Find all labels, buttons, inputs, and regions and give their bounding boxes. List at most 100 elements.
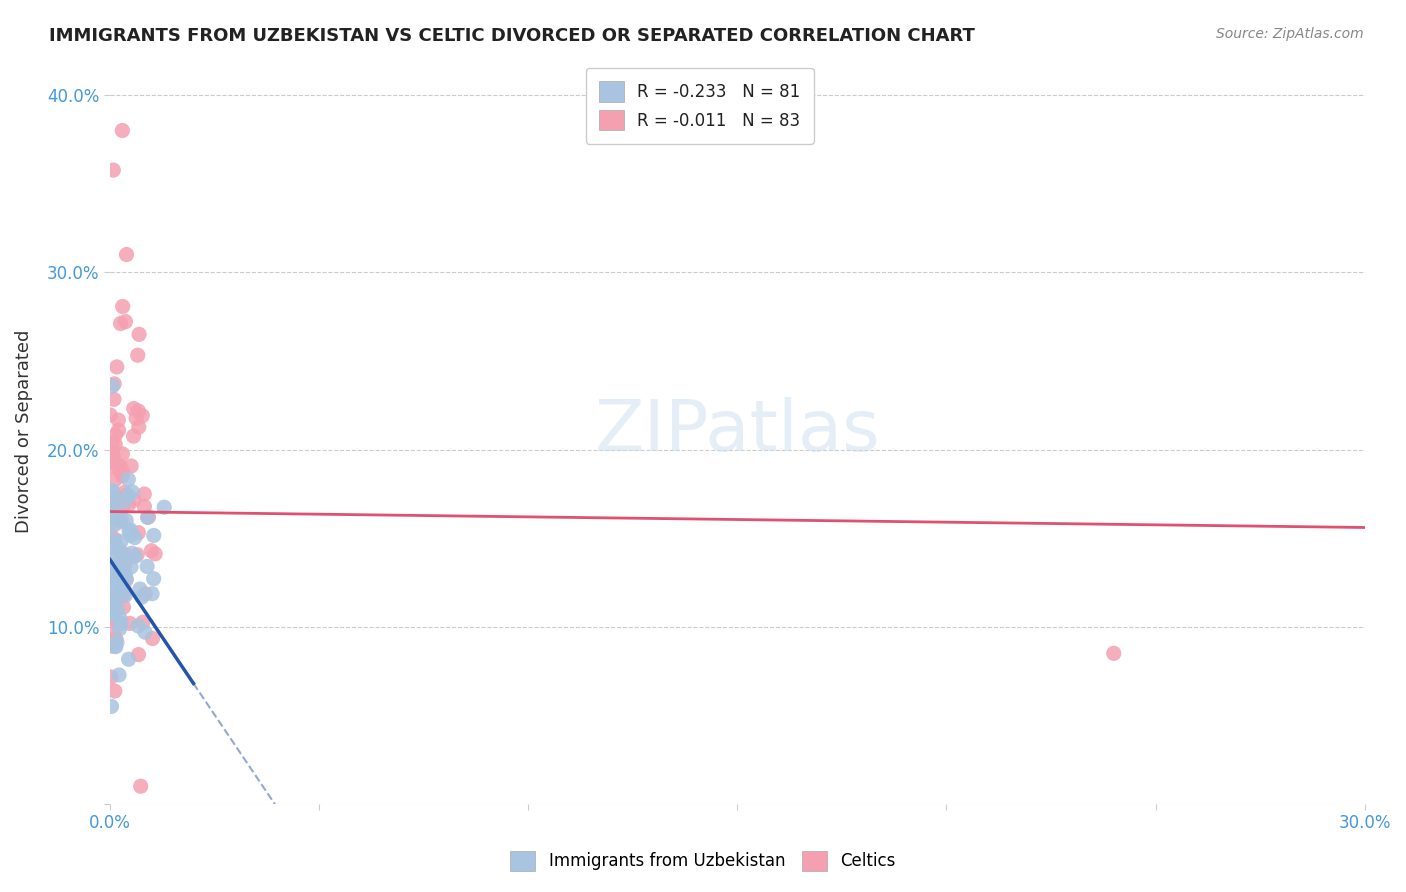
Immigrants from Uzbekistan bbox=[101, 607, 124, 622]
Immigrants from Uzbekistan bbox=[101, 379, 124, 393]
Immigrants from Uzbekistan bbox=[98, 506, 121, 520]
Immigrants from Uzbekistan bbox=[127, 619, 149, 633]
Immigrants from Uzbekistan bbox=[108, 668, 131, 682]
Immigrants from Uzbekistan bbox=[100, 485, 122, 500]
Celtics bbox=[110, 515, 132, 529]
Immigrants from Uzbekistan bbox=[100, 699, 122, 714]
Immigrants from Uzbekistan bbox=[112, 494, 135, 508]
Immigrants from Uzbekistan bbox=[100, 511, 122, 525]
Celtics bbox=[128, 648, 150, 662]
Celtics bbox=[127, 525, 149, 540]
Immigrants from Uzbekistan bbox=[121, 546, 143, 560]
Celtics bbox=[100, 499, 122, 513]
Celtics bbox=[115, 548, 138, 562]
Immigrants from Uzbekistan bbox=[104, 558, 127, 573]
Immigrants from Uzbekistan bbox=[103, 573, 125, 587]
Immigrants from Uzbekistan bbox=[100, 577, 122, 591]
Immigrants from Uzbekistan bbox=[110, 534, 132, 549]
Celtics bbox=[134, 587, 156, 601]
Celtics bbox=[112, 500, 135, 515]
Celtics bbox=[100, 455, 122, 469]
Celtics bbox=[104, 595, 127, 609]
Immigrants from Uzbekistan bbox=[103, 503, 125, 517]
Celtics bbox=[98, 408, 121, 422]
Celtics bbox=[101, 591, 124, 606]
Celtics bbox=[127, 548, 149, 562]
Celtics bbox=[111, 563, 134, 577]
Immigrants from Uzbekistan bbox=[110, 616, 132, 631]
Immigrants from Uzbekistan bbox=[124, 549, 146, 564]
Celtics bbox=[112, 588, 135, 602]
Celtics bbox=[100, 454, 122, 468]
Celtics bbox=[114, 582, 136, 597]
Immigrants from Uzbekistan bbox=[108, 583, 131, 598]
Immigrants from Uzbekistan bbox=[121, 484, 143, 499]
Celtics bbox=[1102, 646, 1125, 660]
Immigrants from Uzbekistan bbox=[142, 572, 165, 586]
Immigrants from Uzbekistan bbox=[100, 599, 122, 614]
Immigrants from Uzbekistan bbox=[100, 593, 122, 607]
Immigrants from Uzbekistan bbox=[141, 587, 163, 601]
Celtics bbox=[110, 317, 132, 331]
Celtics bbox=[115, 247, 138, 261]
Immigrants from Uzbekistan bbox=[98, 579, 121, 593]
Immigrants from Uzbekistan bbox=[100, 558, 122, 572]
Celtics bbox=[128, 327, 150, 342]
Celtics bbox=[104, 473, 127, 487]
Immigrants from Uzbekistan bbox=[101, 541, 124, 556]
Immigrants from Uzbekistan bbox=[120, 523, 142, 537]
Immigrants from Uzbekistan bbox=[129, 582, 152, 596]
Celtics bbox=[115, 573, 138, 587]
Text: IMMIGRANTS FROM UZBEKISTAN VS CELTIC DIVORCED OR SEPARATED CORRELATION CHART: IMMIGRANTS FROM UZBEKISTAN VS CELTIC DIV… bbox=[49, 27, 976, 45]
Immigrants from Uzbekistan bbox=[100, 514, 122, 528]
Immigrants from Uzbekistan bbox=[120, 528, 142, 542]
Celtics bbox=[98, 527, 121, 541]
Celtics bbox=[134, 487, 156, 501]
Celtics bbox=[110, 546, 132, 560]
Celtics bbox=[112, 574, 135, 589]
Celtics bbox=[101, 639, 124, 653]
Immigrants from Uzbekistan bbox=[101, 570, 124, 584]
Celtics bbox=[108, 458, 131, 473]
Celtics bbox=[103, 626, 125, 640]
Immigrants from Uzbekistan bbox=[104, 639, 127, 653]
Celtics bbox=[101, 613, 124, 627]
Celtics bbox=[101, 436, 124, 450]
Celtics bbox=[112, 600, 135, 615]
Immigrants from Uzbekistan bbox=[136, 510, 159, 524]
Celtics bbox=[101, 443, 124, 458]
Immigrants from Uzbekistan bbox=[105, 575, 128, 590]
Celtics bbox=[108, 464, 131, 478]
Immigrants from Uzbekistan bbox=[101, 558, 124, 573]
Immigrants from Uzbekistan bbox=[142, 528, 165, 542]
Celtics bbox=[103, 534, 125, 549]
Celtics bbox=[100, 606, 122, 620]
Immigrants from Uzbekistan bbox=[110, 556, 132, 570]
Celtics bbox=[118, 616, 141, 631]
Celtics bbox=[103, 163, 125, 178]
Immigrants from Uzbekistan bbox=[110, 582, 132, 597]
Immigrants from Uzbekistan bbox=[100, 496, 122, 510]
Immigrants from Uzbekistan bbox=[136, 559, 159, 574]
Immigrants from Uzbekistan bbox=[101, 484, 124, 499]
Celtics bbox=[134, 500, 156, 514]
Celtics bbox=[111, 300, 134, 314]
Immigrants from Uzbekistan bbox=[103, 582, 125, 596]
Celtics bbox=[104, 428, 127, 442]
Celtics bbox=[104, 684, 127, 698]
Celtics bbox=[143, 547, 166, 561]
Celtics bbox=[108, 458, 131, 473]
Celtics bbox=[111, 447, 134, 461]
Celtics bbox=[128, 420, 150, 434]
Celtics bbox=[100, 459, 122, 474]
Celtics bbox=[141, 632, 163, 646]
Celtics bbox=[101, 444, 124, 458]
Immigrants from Uzbekistan bbox=[101, 541, 124, 555]
Celtics bbox=[114, 485, 136, 500]
Immigrants from Uzbekistan bbox=[103, 587, 125, 601]
Immigrants from Uzbekistan bbox=[100, 600, 122, 615]
Celtics bbox=[104, 491, 127, 505]
Immigrants from Uzbekistan bbox=[110, 548, 132, 562]
Celtics bbox=[103, 503, 125, 517]
Text: Source: ZipAtlas.com: Source: ZipAtlas.com bbox=[1216, 27, 1364, 41]
